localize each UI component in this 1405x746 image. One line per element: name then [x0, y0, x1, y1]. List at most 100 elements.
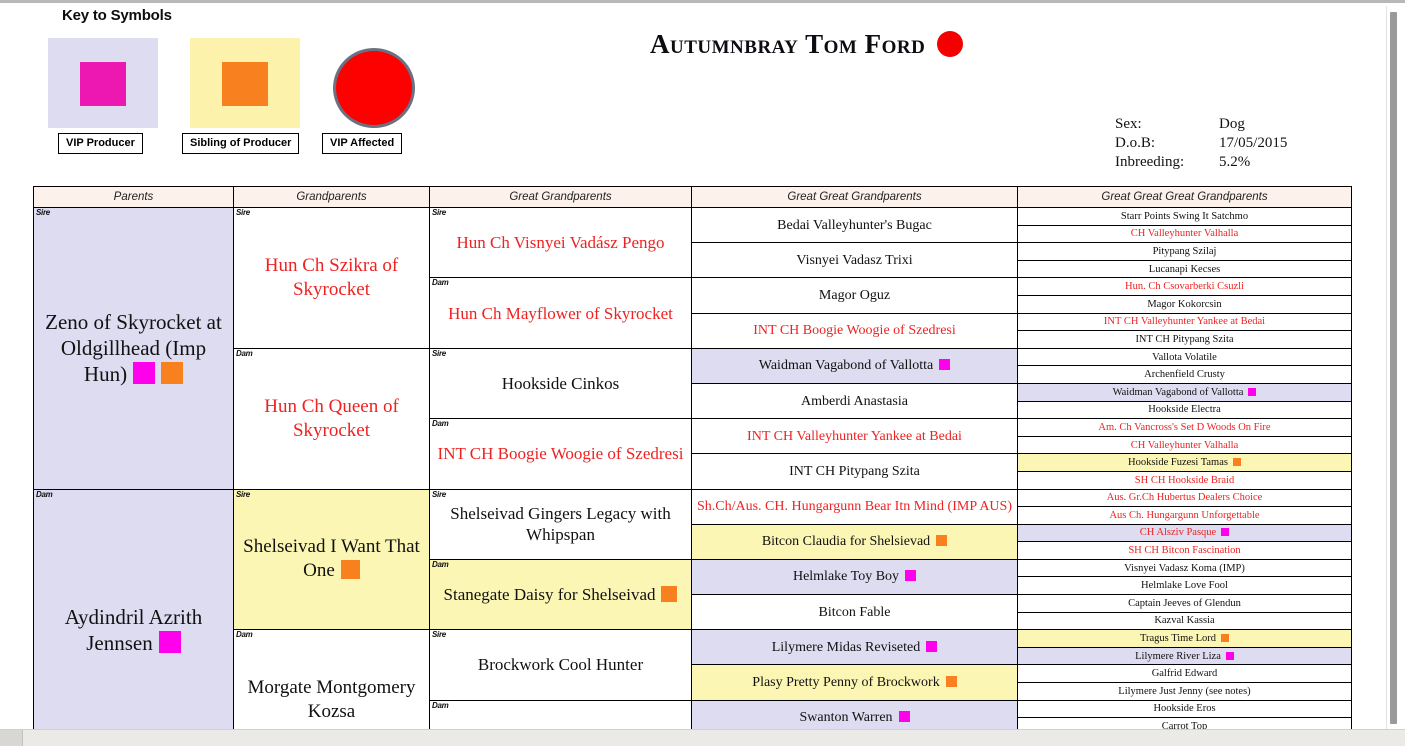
ancestor-name: Helmlake Love Fool: [1141, 580, 1228, 592]
info-value-dob: 17/05/2015: [1219, 135, 1288, 151]
status-bar-handle[interactable]: [0, 730, 23, 746]
table-row: Sire Zeno of Skyrocket at Oldgillhead (Im…: [33, 206, 1352, 490]
pedigree-cell-gen4[interactable]: INT CH Boogie Woogie of Szedresi: [691, 312, 1018, 349]
ancestor-name: Archenfield Crusty: [1144, 369, 1225, 381]
key-label-vip-affected: VIP Affected: [322, 133, 403, 154]
pedigree-cell-gen4[interactable]: Helmlake Toy Boy: [691, 558, 1018, 596]
ancestor-name: INT CH Valleyhunter Yankee at Bedai: [1103, 316, 1266, 328]
pedigree-cell-gen4[interactable]: Bitcon Claudia for Shelsievad: [691, 523, 1018, 560]
pedigree-cell-gen2[interactable]: Dam Hun Ch Queen of Skyrocket: [233, 347, 430, 490]
pedigree-cell-gen5[interactable]: Hookside Fuzesi Tamas: [1017, 453, 1352, 472]
pedigree-cell-gen3[interactable]: Dam INT CH Boogie Woogie of Szedresi: [429, 418, 692, 490]
ancestor-name: Aus Ch. Hungargunn Unforgettable: [1109, 509, 1260, 521]
ancestor-name: Bitcon Fable: [818, 604, 891, 620]
pedigree-cell-gen2[interactable]: Dam Morgate Montgomery Kozsa: [233, 629, 430, 746]
sibling-producer-marker-icon: [1221, 634, 1230, 643]
info-row-sex: Sex: Dog: [1115, 115, 1287, 134]
lineage-tag: Dam: [432, 700, 449, 710]
pedigree-cell-gen5[interactable]: CH Valleyhunter Valhalla: [1017, 224, 1352, 244]
pedigree-cell-gen4[interactable]: Plasy Pretty Penny of Brockwork: [691, 664, 1018, 701]
info-row-dob: D.o.B: 17/05/2015: [1115, 134, 1287, 153]
pedigree-cell-gen5[interactable]: Lilymere Just Jenny (see notes): [1017, 682, 1352, 701]
pedigree-cell-gen5[interactable]: Aus Ch. Hungargunn Unforgettable: [1017, 506, 1352, 525]
pedigree-cell-gen4[interactable]: Bitcon Fable: [691, 594, 1018, 631]
table-row: Dam Aydindril Azrith Jennsen Sire Shelseiva…: [33, 488, 1352, 746]
pedigree-cell-gen5[interactable]: Aus. Gr.Ch Hubertus Dealers Choice: [1017, 488, 1352, 508]
pedigree-cell-gen4[interactable]: INT CH Valleyhunter Yankee at Bedai: [691, 418, 1018, 455]
pedigree-table: Parents Grandparents Great Grandparents …: [33, 186, 1352, 746]
info-label-sex: Sex:: [1115, 116, 1142, 132]
lineage-tag: Dam: [36, 489, 53, 499]
table-row: Helmlake Love Fool: [34, 576, 1352, 596]
pedigree-cell-gen5[interactable]: INT CH Valleyhunter Yankee at Bedai: [1017, 312, 1352, 332]
pedigree-cell-gen5[interactable]: Helmlake Love Fool: [1017, 576, 1352, 596]
pedigree-cell-gen5[interactable]: Lucanapi Kecses: [1017, 259, 1352, 279]
table-row: INT CH Pitypang Szita Hookside Fuzesi Tam…: [34, 453, 1352, 490]
pedigree-cell-gen2[interactable]: Sire Hun Ch Szikra of Skyrocket: [233, 207, 430, 349]
table-row: Bitcon Fable Captain Jeeves of Glendun: [34, 594, 1352, 631]
pedigree-cell-gen5[interactable]: Hookside Electra: [1017, 400, 1352, 420]
pedigree-cell-gen5[interactable]: CH Valleyhunter Valhalla: [1017, 435, 1352, 455]
pedigree-cell-gen5[interactable]: INT CH Pitypang Szita: [1017, 330, 1352, 349]
pedigree-cell-gen5[interactable]: Starr Points Swing It Satchmo: [1017, 207, 1352, 226]
pedigree-cell-gen5[interactable]: Pitypang Szilaj: [1017, 242, 1352, 261]
pedigree-cell-gen5[interactable]: Tragus Time Lord: [1017, 629, 1352, 648]
pedigree-cell-gen5[interactable]: Vallota Volatile: [1017, 347, 1352, 367]
pedigree-cell-gen4[interactable]: Sh.Ch/Aus. CH. Hungargunn Bear Itn Mind …: [691, 488, 1018, 525]
vip-producer-marker-icon: [905, 570, 917, 582]
ancestor-name: Hookside Fuzesi Tamas: [1018, 456, 1351, 469]
pedigree-cell-gen4[interactable]: Bedai Valleyhunter's Bugac: [691, 206, 1018, 244]
pedigree-cell-gen1[interactable]: Sire Zeno of Skyrocket at Oldgillhead (Im…: [33, 207, 234, 490]
pedigree-cell-gen5[interactable]: Hun. Ch Csovarberki Csuzli: [1017, 277, 1352, 296]
ancestor-name: Am. Ch Vancross's Set D Woods On Fire: [1098, 421, 1271, 433]
scrollbar-thumb[interactable]: [1390, 12, 1397, 724]
sibling-producer-marker-icon: [161, 362, 184, 385]
pedigree-cell-gen4[interactable]: Waidman Vagabond of Vallotta: [691, 347, 1018, 384]
sibling-producer-marker-icon: [1232, 458, 1241, 467]
pedigree-cell-gen1[interactable]: Dam Aydindril Azrith Jennsen: [33, 488, 234, 746]
pedigree-cell-gen5[interactable]: SH CH Hookside Braid: [1017, 470, 1352, 490]
table-row: Dam Stanegate Daisy for Shelseivad Helmlak…: [34, 558, 1352, 631]
pedigree-cell-gen5[interactable]: Hookside Eros: [1017, 699, 1352, 719]
pedigree-cell-gen4[interactable]: Magor Oguz: [691, 277, 1018, 314]
pedigree-cell-gen5[interactable]: Am. Ch Vancross's Set D Woods On Fire: [1017, 418, 1352, 437]
ancestor-name: SH CH Hookside Braid: [1134, 474, 1235, 486]
table-row: Dam Hun Ch Queen of Skyrocket Sire Hookside…: [34, 347, 1352, 490]
pedigree-cell-gen5[interactable]: SH CH Bitcon Fascination: [1017, 541, 1352, 560]
pedigree-cell-gen3[interactable]: Dam Hun Ch Mayflower of Skyrocket: [429, 277, 692, 349]
vip-affected-circle-icon: [333, 48, 415, 128]
pedigree-cell-gen3[interactable]: Sire Hookside Cinkos: [429, 347, 692, 420]
ancestor-name: Lucanapi Kecses: [1148, 263, 1221, 275]
vip-producer-marker-icon: [1248, 387, 1257, 396]
pedigree-cell-gen5[interactable]: Waidman Vagabond of Vallotta: [1017, 382, 1352, 402]
pedigree-cell-gen3[interactable]: Sire Brockwork Cool Hunter: [429, 629, 692, 701]
pedigree-cell-gen3[interactable]: Sire Hun Ch Visnyei Vadász Pengo: [429, 206, 692, 279]
pedigree-cell-gen4[interactable]: Visnyei Vadasz Trixi: [691, 242, 1018, 279]
pedigree-cell-gen5[interactable]: CH Alsziv Pasque: [1017, 523, 1352, 543]
pedigree-cell-gen5[interactable]: Archenfield Crusty: [1017, 365, 1352, 384]
ancestor-name: Stanegate Daisy for Shelseivad: [430, 584, 691, 605]
pedigree-cell-gen4[interactable]: INT CH Pitypang Szita: [691, 453, 1018, 490]
pedigree-cell-gen4[interactable]: Amberdi Anastasia: [691, 382, 1018, 420]
vertical-scrollbar[interactable]: [1386, 6, 1401, 732]
pedigree-cell-gen5[interactable]: Visnyei Vadasz Koma (IMP): [1017, 558, 1352, 578]
table-row: Kazval Kassia: [34, 611, 1352, 631]
ancestor-name: Amberdi Anastasia: [801, 393, 908, 409]
ancestor-name: Vallota Volatile: [1152, 351, 1217, 363]
vip-producer-marker-icon: [1221, 528, 1230, 537]
pedigree-cell-gen5[interactable]: Galfrid Edward: [1017, 664, 1352, 684]
pedigree-cell-gen4[interactable]: Lilymere Midas Reviseted: [691, 629, 1018, 666]
ancestor-name: Visnyei Vadasz Koma (IMP): [1124, 562, 1245, 574]
vip-affected-swatch-box: [319, 38, 419, 128]
ancestor-name: Plasy Pretty Penny of Brockwork: [692, 674, 1017, 691]
pedigree-cell-gen3[interactable]: Sire Shelseivad Gingers Legacy with Whips…: [429, 488, 692, 560]
lineage-tag: Sire: [236, 489, 250, 499]
pedigree-cell-gen2[interactable]: Sire Shelseivad I Want That One: [233, 488, 430, 631]
pedigree-cell-gen3[interactable]: Dam Stanegate Daisy for Shelseivad: [429, 558, 692, 631]
pedigree-cell-gen5[interactable]: Captain Jeeves of Glendun: [1017, 594, 1352, 613]
table-row: Bitcon Claudia for Shelsievad CH Alsziv P…: [34, 523, 1352, 560]
pedigree-cell-gen5[interactable]: Kazval Kassia: [1017, 611, 1352, 631]
pedigree-cell-gen5[interactable]: Lilymere River Liza: [1017, 646, 1352, 666]
pedigree-cell-gen5[interactable]: Magor Kokorcsin: [1017, 294, 1352, 314]
